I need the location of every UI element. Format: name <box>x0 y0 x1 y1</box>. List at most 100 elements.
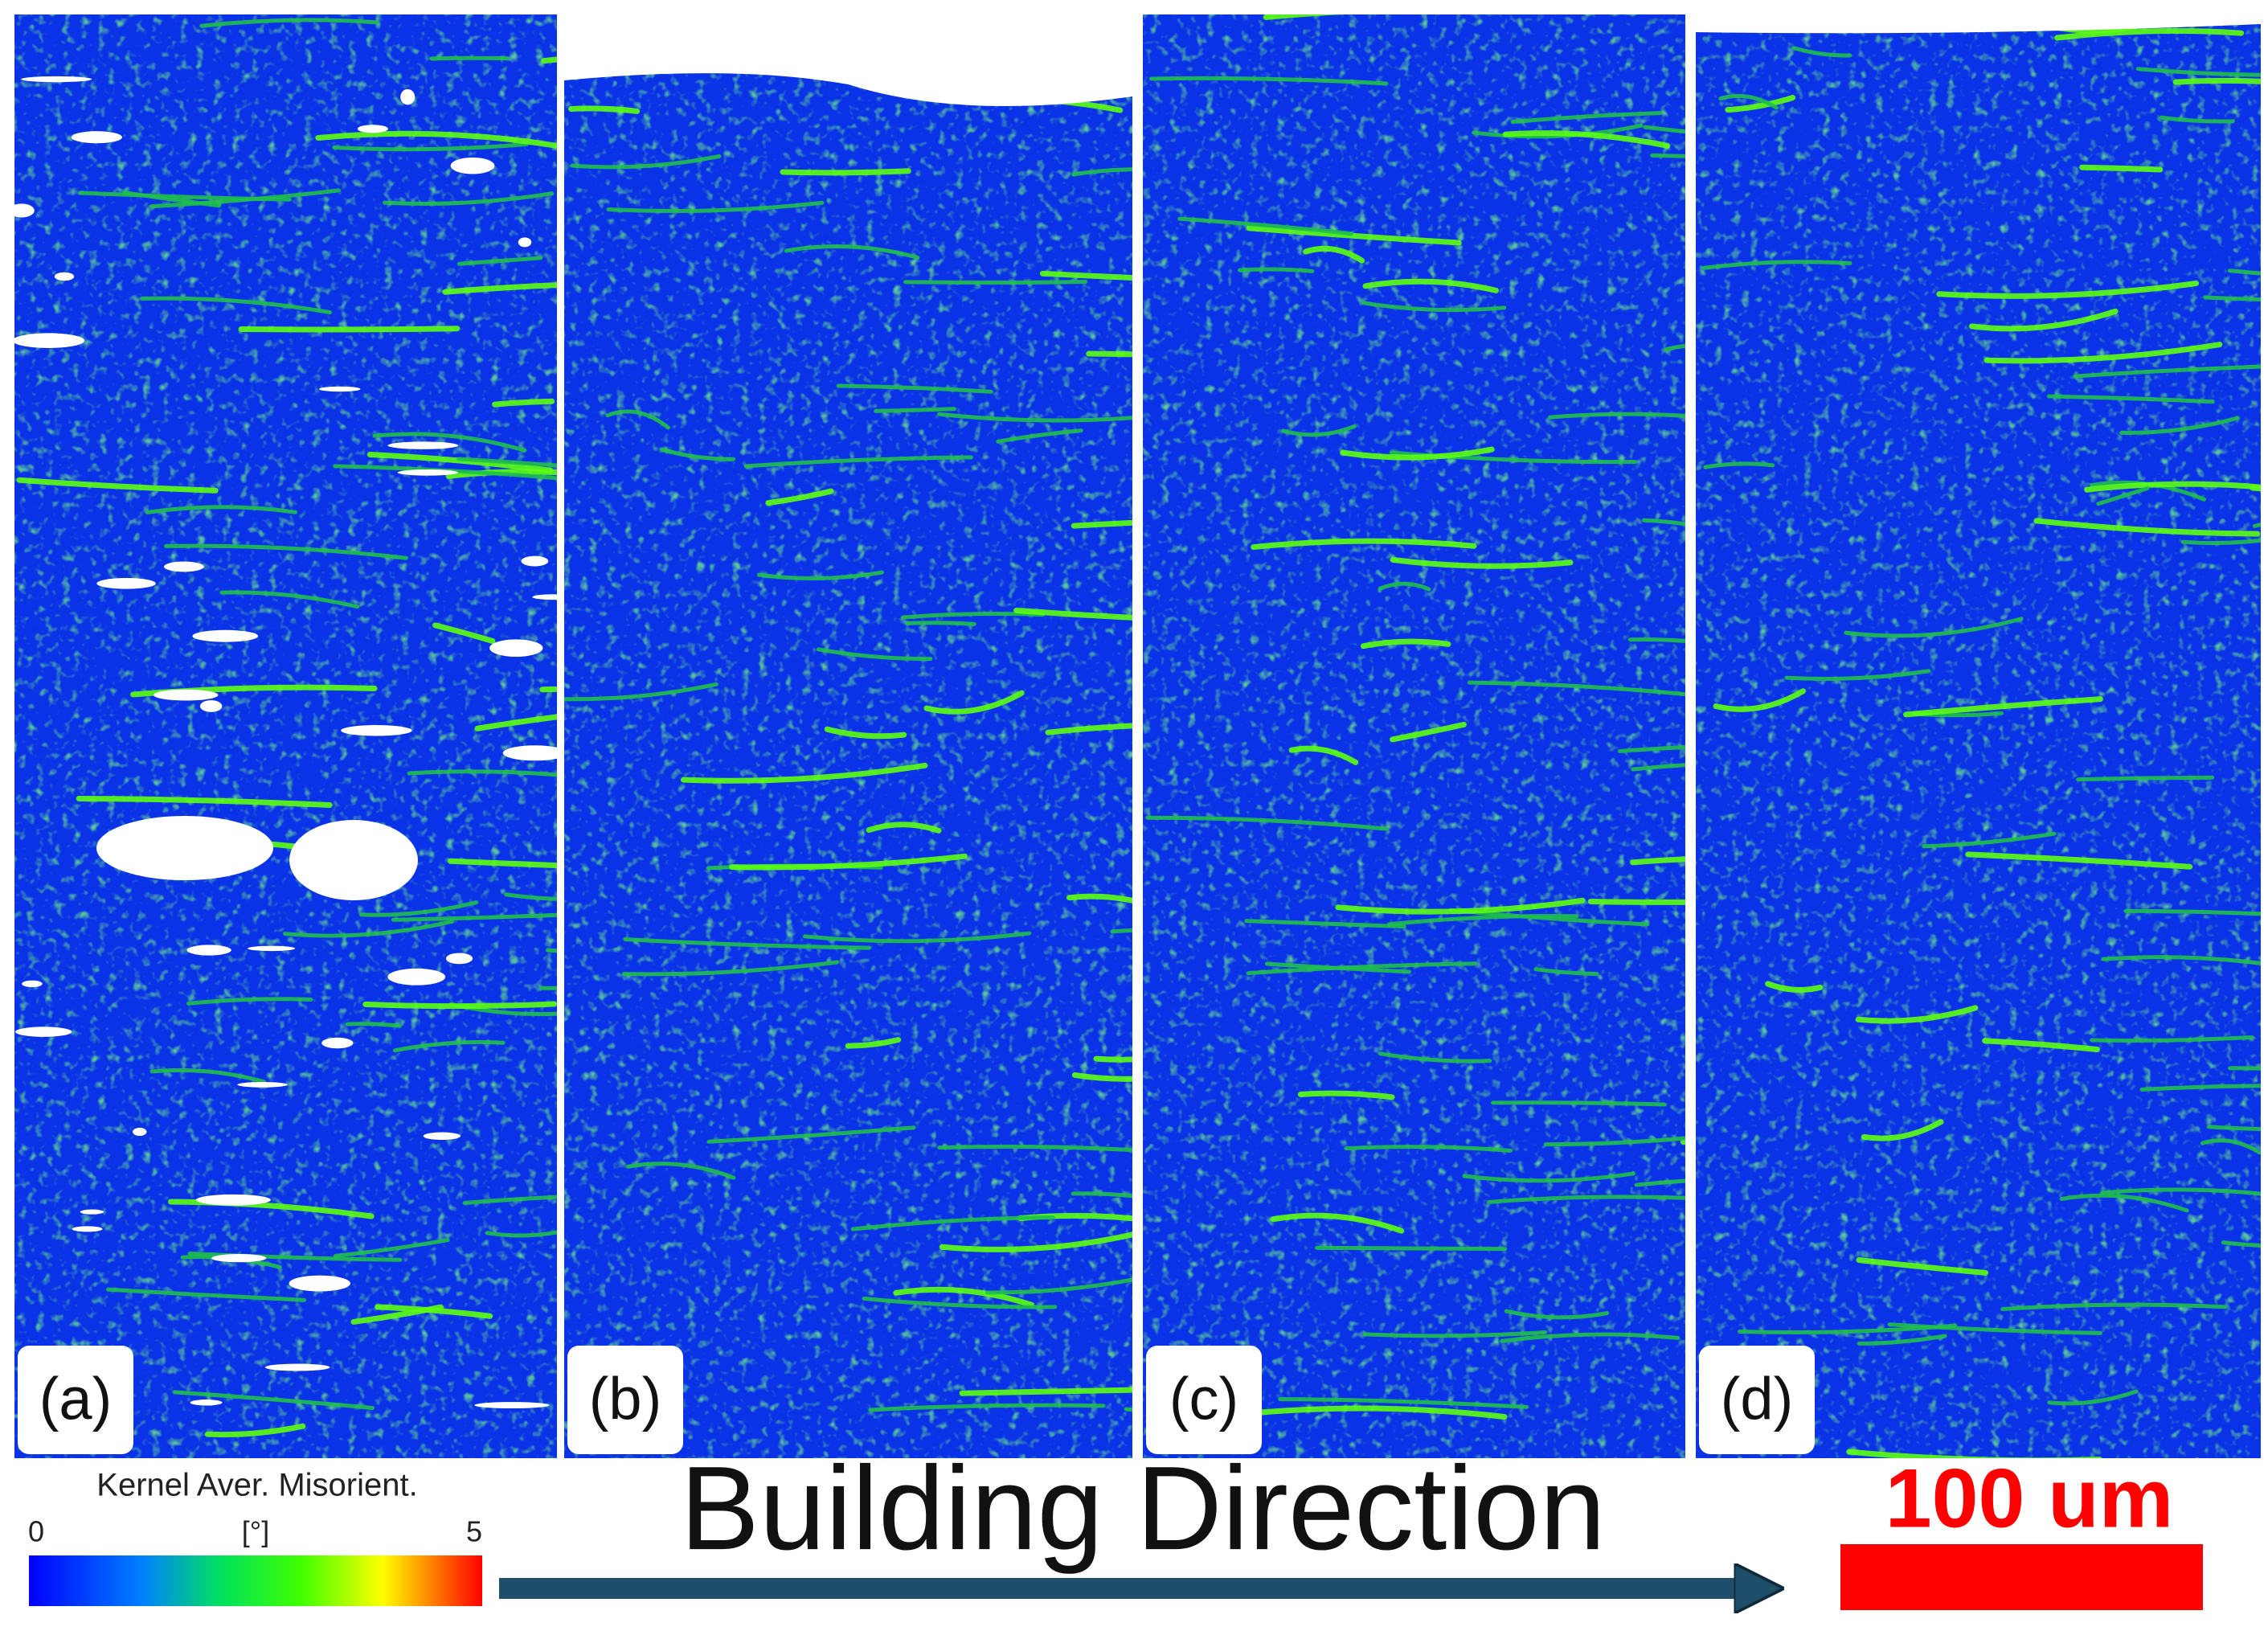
map-content <box>14 14 557 1458</box>
grain-boundary <box>824 726 907 740</box>
grain-boundary <box>1725 94 1796 113</box>
grain-boundary <box>1543 1136 1685 1147</box>
unindexed-area <box>450 157 495 174</box>
grain-boundary <box>2123 908 2261 916</box>
grain-boundary <box>106 1287 306 1302</box>
map-content <box>1143 14 1685 1458</box>
grain-boundary <box>2203 295 2261 302</box>
grain-boundary <box>186 997 313 1006</box>
grain-boundary <box>1390 721 1467 743</box>
grain-boundary <box>1251 538 1477 551</box>
grain-boundary <box>1510 111 1663 125</box>
grain-boundary <box>78 191 292 202</box>
grain-boundary <box>1504 1309 1610 1320</box>
kam-map: (b) <box>564 14 1132 1458</box>
grain-boundary <box>1013 607 1132 621</box>
grain-boundary <box>442 282 557 295</box>
grain-boundary <box>1887 1322 2102 1335</box>
grain-boundary <box>605 409 670 430</box>
unindexed-area <box>96 816 273 880</box>
unindexed-area <box>211 1254 267 1263</box>
panel-label: (c) <box>1169 1366 1238 1432</box>
grain-boundary <box>1335 897 1586 915</box>
grain-boundary <box>456 256 542 266</box>
scale-bar <box>1840 1544 2203 1610</box>
grain-boundary <box>1288 745 1359 765</box>
grain-boundary <box>1071 1191 1132 1199</box>
grain-boundary <box>392 1039 506 1053</box>
grain-boundary <box>2206 1125 2261 1132</box>
grain-boundary <box>959 1387 1132 1396</box>
grain-boundary <box>1093 1055 1132 1063</box>
grain-boundary <box>836 383 993 394</box>
unindexed-area <box>564 14 1132 106</box>
grain-boundary <box>1039 270 1132 281</box>
grain-boundary <box>167 1199 375 1219</box>
unindexed-area <box>387 968 446 986</box>
grain-boundary <box>1270 1212 1405 1234</box>
grain-boundary <box>1360 638 1451 650</box>
grain-boundary <box>1718 93 1779 110</box>
unindexed-area <box>190 1400 223 1406</box>
grain-boundary <box>706 1125 916 1144</box>
grain-boundary <box>219 590 360 609</box>
grain-boundary <box>332 141 529 152</box>
grain-boundary <box>2090 1035 2254 1043</box>
grain-boundary <box>2059 1193 2189 1213</box>
grain-boundary <box>680 762 928 784</box>
grain-boundary <box>504 892 557 901</box>
grain-boundary <box>1965 851 2193 870</box>
grain-boundary <box>429 55 510 61</box>
grain-boundary <box>862 1296 1058 1309</box>
unindexed-area <box>321 1037 354 1049</box>
grain-boundary <box>2135 67 2261 77</box>
grain-boundary <box>1784 669 1931 682</box>
grain-boundary <box>1145 815 1389 831</box>
label-box <box>18 1346 133 1454</box>
unindexed-area <box>133 1127 147 1137</box>
grain-boundary <box>2000 1302 2227 1311</box>
colorbar-max: 5 <box>466 1515 482 1548</box>
grain-boundary <box>1630 856 1685 866</box>
grain-boundary <box>391 912 557 922</box>
grain-boundary <box>432 622 496 645</box>
grain-boundary <box>1664 343 1685 352</box>
grain-boundary <box>2047 1389 2139 1406</box>
grain-boundary <box>16 477 219 494</box>
grain-boundary <box>1462 1171 1635 1183</box>
kam-map: (c) <box>1143 14 1685 1458</box>
grain-boundary <box>1177 216 1353 236</box>
grain-boundary <box>1701 260 1852 270</box>
grain-boundary <box>2100 1187 2261 1196</box>
colorbar-unit: [°] <box>242 1515 269 1548</box>
unindexed-area <box>80 1209 104 1215</box>
grain-boundary <box>1617 745 1685 753</box>
grain-boundary <box>283 919 455 938</box>
grain-boundary <box>407 769 557 777</box>
grain-boundary <box>474 714 557 732</box>
panels: (a) (b) (c) (d) <box>14 14 2261 1458</box>
grain-boundary <box>623 936 871 950</box>
grain-boundary <box>625 1162 736 1180</box>
grain-boundary <box>456 457 557 468</box>
grain-boundary <box>568 105 641 114</box>
colorbar-title: Kernel Aver. Misorient. <box>96 1468 417 1503</box>
unindexed-area <box>289 820 418 900</box>
grain-boundary <box>1500 1332 1681 1343</box>
unindexed-area <box>163 561 204 572</box>
grain-boundary <box>2073 364 2261 379</box>
grain-boundary <box>900 611 1046 620</box>
unindexed-area <box>54 272 75 281</box>
grain-boundary <box>903 280 1088 285</box>
grain-boundary <box>939 1232 1132 1252</box>
grain-boundary <box>743 455 973 469</box>
grain-boundary <box>866 822 942 834</box>
grain-boundary <box>2046 394 2215 404</box>
grain-boundary <box>350 1304 444 1325</box>
arrow-label: Building Direction <box>680 1442 1606 1575</box>
grain-boundary <box>1642 518 1685 527</box>
unindexed-area <box>192 629 259 642</box>
grain-boundary <box>1071 167 1132 177</box>
label-box <box>567 1346 683 1454</box>
grain-boundary <box>905 621 976 626</box>
